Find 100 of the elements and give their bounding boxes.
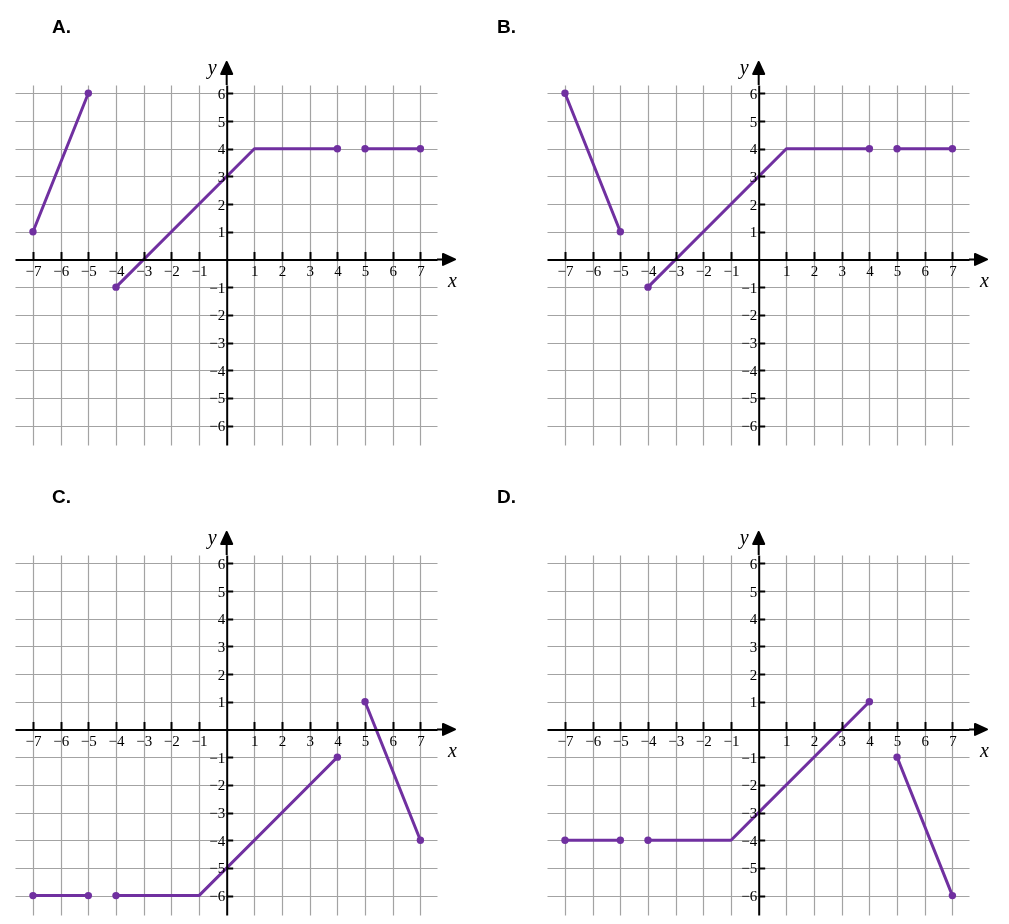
x-tick-label: 4 <box>866 262 875 279</box>
x-tick-label: −1 <box>723 732 740 749</box>
y-tick-label: 3 <box>217 638 226 655</box>
point <box>84 89 93 98</box>
point <box>616 228 625 236</box>
x-tick-label: 4 <box>866 732 875 749</box>
x-tick-label: 7 <box>417 262 426 279</box>
x-tick-label: −4 <box>108 262 125 279</box>
y-tick-label: −2 <box>209 307 226 324</box>
x-tick-label: 7 <box>417 732 426 749</box>
y-tick-label: −3 <box>741 805 758 822</box>
y-tick-label: −6 <box>741 418 758 435</box>
y-tick-label: 1 <box>749 224 758 241</box>
y-tick-label: 4 <box>217 611 226 628</box>
y-tick-label: −5 <box>741 390 758 407</box>
y-tick-label: 6 <box>749 85 758 102</box>
x-tick-label: 1 <box>783 262 791 279</box>
x-tick-label: −3 <box>668 732 685 749</box>
x-tick-label: 1 <box>251 262 259 279</box>
y-tick-label: −1 <box>209 749 226 766</box>
x-tick-label: −1 <box>191 732 208 749</box>
x-tick-label: −3 <box>668 262 685 279</box>
x-tick-label: −4 <box>640 732 657 749</box>
point <box>333 753 342 761</box>
x-axis-title: x <box>447 268 458 291</box>
x-tick-label: 6 <box>389 732 398 749</box>
x-tick-label: 5 <box>361 732 370 749</box>
x-tick-label: 6 <box>921 732 930 749</box>
y-tick-label: 2 <box>217 666 226 683</box>
y-tick-label: 6 <box>217 85 226 102</box>
x-tick-label: −6 <box>585 262 602 279</box>
chart-title: C. <box>52 486 71 507</box>
point <box>893 753 901 761</box>
y-tick-label: 3 <box>217 168 226 185</box>
x-tick-label: −6 <box>53 732 70 749</box>
point <box>644 283 652 291</box>
x-tick-label: 6 <box>921 262 930 279</box>
x-tick-label: 2 <box>810 262 819 279</box>
y-tick-label: −4 <box>209 832 226 849</box>
x-tick-label: 2 <box>278 732 287 749</box>
point <box>865 698 874 706</box>
x-tick-label: −2 <box>163 732 180 749</box>
point <box>112 283 120 291</box>
y-tick-label: 1 <box>217 694 226 711</box>
y-axis-title: y <box>737 55 749 79</box>
y-tick-label: 4 <box>749 141 758 158</box>
y-tick-label: −5 <box>741 860 758 877</box>
point <box>893 144 901 153</box>
x-tick-label: 3 <box>306 262 314 279</box>
y-tick-label: −6 <box>741 888 758 905</box>
y-tick-label: 1 <box>749 694 758 711</box>
point <box>416 836 425 844</box>
y-tick-label: −4 <box>741 362 758 379</box>
x-tick-label: −2 <box>695 732 712 749</box>
y-tick-label: −6 <box>209 418 226 435</box>
y-tick-label: 4 <box>749 611 758 628</box>
point <box>29 228 37 236</box>
y-tick-label: 2 <box>217 196 226 213</box>
x-tick-label: 3 <box>838 262 846 279</box>
x-tick-label: −2 <box>163 262 180 279</box>
x-tick-label: −7 <box>557 732 574 749</box>
y-tick-label: 5 <box>749 113 758 130</box>
y-tick-label: −6 <box>209 888 226 905</box>
chart-title: A. <box>52 16 71 37</box>
y-tick-label: −3 <box>209 335 226 352</box>
y-tick-label: −2 <box>209 777 226 794</box>
x-tick-label: 3 <box>838 732 846 749</box>
y-tick-label: −3 <box>741 335 758 352</box>
x-tick-label: 5 <box>893 262 902 279</box>
y-tick-label: −1 <box>741 279 758 296</box>
y-tick-label: −5 <box>209 390 226 407</box>
point <box>416 144 425 153</box>
point <box>361 144 369 153</box>
x-tick-label: −3 <box>136 262 153 279</box>
y-tick-label: −3 <box>209 805 226 822</box>
x-tick-label: −7 <box>25 262 42 279</box>
x-tick-label: −7 <box>557 262 574 279</box>
x-tick-label: −3 <box>136 732 153 749</box>
x-tick-label: −6 <box>585 732 602 749</box>
y-tick-label: −4 <box>741 832 758 849</box>
y-tick-label: 5 <box>749 583 758 600</box>
x-tick-label: 3 <box>306 732 314 749</box>
point <box>361 698 369 706</box>
y-tick-label: 1 <box>217 224 226 241</box>
point <box>112 891 120 900</box>
y-tick-label: 5 <box>217 113 226 130</box>
y-axis-title: y <box>205 525 217 549</box>
point <box>865 144 874 153</box>
x-tick-label: −5 <box>612 262 629 279</box>
y-tick-label: 2 <box>749 666 758 683</box>
chart-title: D. <box>497 486 516 507</box>
point <box>84 891 93 900</box>
y-axis-title: y <box>205 55 217 79</box>
x-tick-label: 2 <box>810 732 819 749</box>
x-tick-label: 4 <box>334 732 343 749</box>
x-tick-label: −5 <box>80 262 97 279</box>
y-tick-label: 5 <box>217 583 226 600</box>
x-tick-label: 1 <box>251 732 259 749</box>
point <box>948 144 957 153</box>
x-tick-label: 2 <box>278 262 287 279</box>
